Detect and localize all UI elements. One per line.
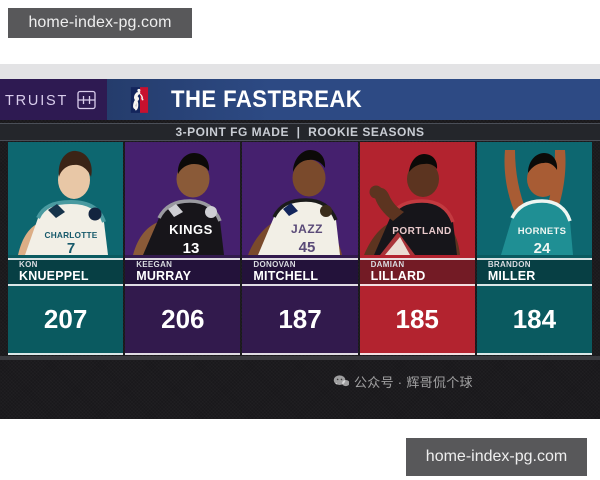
svg-text:JAZZ: JAZZ [291, 222, 323, 236]
svg-text:TRUIST: TRUIST [5, 93, 68, 109]
svg-text:KINGS: KINGS [169, 222, 213, 237]
svg-text:CHARLOTTE: CHARLOTTE [45, 230, 98, 240]
svg-text:7: 7 [67, 240, 75, 255]
svg-text:24: 24 [533, 240, 550, 255]
svg-text:45: 45 [299, 239, 316, 255]
svg-text:HORNETS: HORNETS [518, 226, 567, 237]
svg-text:PORTLAND: PORTLAND [392, 226, 452, 237]
svg-text:13: 13 [183, 240, 200, 255]
